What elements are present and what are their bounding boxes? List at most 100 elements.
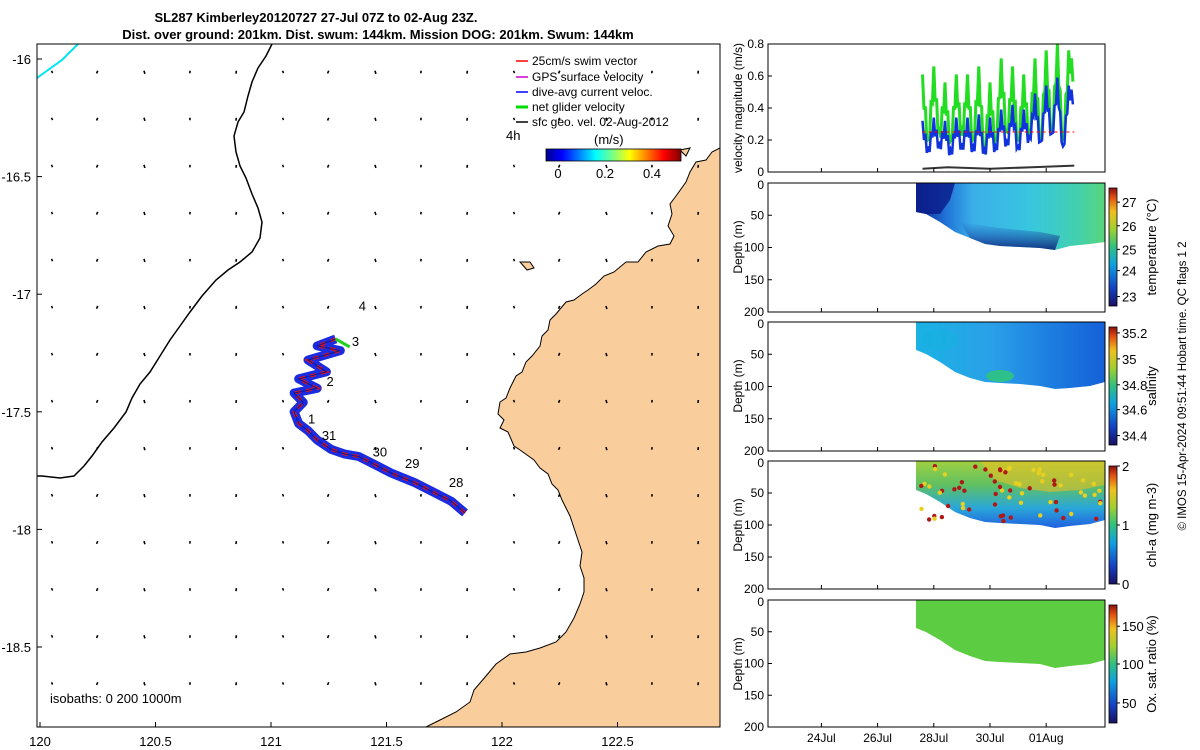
chla-point (942, 472, 948, 477)
current-arrow (50, 446, 54, 450)
current-arrow (50, 352, 54, 356)
current-arrow (605, 117, 608, 122)
chla-point (999, 488, 1005, 493)
chla-point (1013, 481, 1019, 486)
current-arrow (512, 258, 516, 262)
colorbar-tick-0: 0 (554, 166, 561, 181)
current-arrow (143, 117, 146, 122)
current-arrow (374, 305, 377, 310)
map-frame (36, 43, 721, 728)
cbar-tick-label: 25 (1122, 242, 1136, 257)
cbar-tick-label: 34.6 (1122, 403, 1147, 418)
current-arrow (281, 540, 285, 544)
cbar-tick-label: 50 (1122, 696, 1136, 711)
cbar-tick-label: 34.4 (1122, 429, 1147, 444)
current-arrow (95, 399, 99, 404)
velocity-tick-label: 0 (757, 165, 764, 179)
track-day-label: 28 (449, 475, 463, 490)
current-arrow (143, 682, 146, 686)
current-arrow (50, 540, 54, 544)
map-xtick-label: 122 (491, 734, 513, 749)
chla-point (932, 516, 937, 521)
oxygen-field (916, 600, 1105, 668)
current-arrow (512, 446, 516, 450)
current-arrow (374, 211, 377, 216)
current-arrow (143, 635, 146, 639)
current-arrow (605, 211, 608, 216)
depth-tick-label: 200 (744, 305, 764, 319)
depth-tick-label: 150 (744, 273, 764, 287)
track-day-label: 2 (326, 374, 333, 389)
map-ytick-label: -17 (12, 287, 31, 302)
current-arrow (605, 164, 608, 169)
current-arrow (557, 493, 561, 498)
surface-current-arrows (50, 70, 700, 686)
current-arrow (143, 211, 146, 216)
depth-tick-label: 100 (744, 657, 764, 671)
chla-point (1018, 500, 1024, 505)
chla-point (1054, 508, 1059, 513)
map-ytick-label: -18 (12, 522, 31, 537)
depth-tick-label: 0 (757, 178, 764, 192)
chla-point (1098, 501, 1103, 506)
chla-point (926, 517, 932, 522)
chla-point (922, 481, 927, 486)
depth-tick-label: 150 (744, 688, 764, 702)
current-arrow (512, 399, 516, 403)
depth-tick-label: 50 (751, 625, 765, 639)
chla-point (1082, 493, 1088, 498)
chla-point (1052, 478, 1057, 483)
salinity-colorbar (1108, 326, 1118, 446)
current-arrow (281, 587, 285, 591)
current-arrow (326, 258, 330, 262)
current-arrow (143, 587, 146, 592)
current-arrow (557, 399, 561, 404)
chla-point (919, 483, 924, 489)
current-arrow (557, 70, 561, 74)
chla-point (967, 507, 972, 512)
chla-point (1027, 486, 1032, 491)
velocity-series-line (921, 43, 1075, 151)
current-arrow (50, 164, 54, 168)
map-xtick-label: 121.5 (370, 734, 403, 749)
colorbar-ticks: 27 26 25 24 23 35.2 35 34.8 34.6 34.4 2 1 0 150 100 50 (1117, 195, 1147, 711)
current-arrow (95, 634, 99, 639)
map-xtick-label: 120 (29, 734, 51, 749)
cbar-tick-label: 1 (1122, 518, 1129, 533)
current-arrow (143, 70, 146, 75)
current-arrow (95, 493, 99, 498)
depth-tick-label: 50 (751, 208, 765, 222)
current-arrow (557, 258, 561, 262)
current-arrow (512, 634, 516, 638)
chla-panel (767, 460, 1106, 590)
chla-point (1037, 467, 1042, 472)
map-legend: 25cm/s swim vector GPS surface velocity … (506, 54, 682, 181)
map-xtick-label: 120.5 (139, 734, 172, 749)
current-arrow (374, 446, 377, 451)
current-arrow (557, 681, 561, 686)
chla-point (1058, 483, 1063, 488)
chla-point (1092, 492, 1097, 497)
current-arrow (95, 587, 99, 592)
velocity-series-line (921, 77, 1075, 156)
chla-point (1003, 470, 1008, 475)
legend-label-gps: GPS surface velocity (532, 70, 643, 84)
velocity-ylabel: velocity magnitude (m/s) (731, 43, 745, 173)
current-arrow (326, 540, 330, 545)
current-arrow (326, 493, 330, 498)
current-arrow (374, 635, 377, 639)
current-arrow (143, 164, 146, 169)
current-arrow (557, 305, 561, 309)
current-arrow (512, 681, 516, 685)
current-arrow (281, 681, 285, 685)
cbar-tick-label: 34.8 (1122, 378, 1147, 393)
chla-point (992, 479, 997, 484)
temperature-ylabel: Depth (m) (731, 220, 745, 273)
current-arrow (281, 399, 285, 403)
temperature-field (916, 183, 1105, 250)
legend-label-geo: sfc geo. vel. 02-Aug-2012 (532, 115, 669, 129)
depth-tick-label: 50 (751, 486, 765, 500)
time-tick-label: 26Jul (863, 731, 892, 745)
current-arrow (143, 540, 146, 545)
chla-point (960, 501, 965, 507)
